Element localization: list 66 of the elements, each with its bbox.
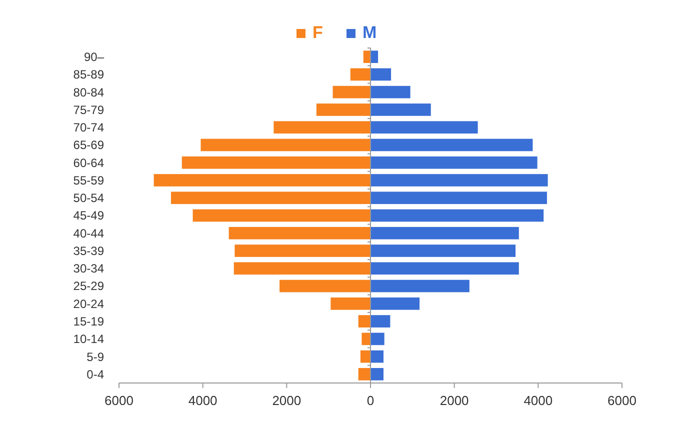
- y-tick-label: 10-14: [73, 332, 104, 346]
- x-tick-label: 4000: [524, 393, 553, 408]
- y-tick-label: 0-4: [86, 367, 104, 382]
- bar: [280, 280, 370, 292]
- bar: [154, 174, 370, 186]
- x-tick-label: 6000: [608, 393, 636, 408]
- bar: [370, 68, 392, 81]
- y-tick-label: 45-49: [73, 208, 104, 223]
- bar: [370, 297, 420, 310]
- bar: [370, 192, 547, 204]
- bar: [370, 174, 548, 186]
- bar: [182, 156, 370, 169]
- bar: [192, 209, 370, 222]
- bar: [370, 315, 390, 328]
- bar: [370, 121, 478, 134]
- y-tick-label: 55-59: [73, 173, 104, 188]
- bar: [370, 156, 538, 169]
- y-tick-label: 60-64: [73, 156, 104, 170]
- y-tick-label: 30-34: [73, 262, 104, 276]
- bar: [234, 244, 370, 257]
- x-tick-label: 4000: [188, 393, 218, 408]
- bar: [370, 368, 384, 380]
- x-tick-label: 0: [366, 393, 374, 408]
- y-tick-label: 85-89: [73, 68, 104, 82]
- y-tick-label: 25-29: [73, 279, 104, 294]
- bar: [200, 138, 370, 152]
- y-tick-label: 20-24: [73, 296, 104, 311]
- bar: [370, 332, 384, 346]
- y-tick-label: 70-74: [73, 120, 104, 135]
- x-tick-label: 6000: [104, 393, 134, 408]
- y-tick-label: 75-79: [73, 102, 104, 117]
- bar: [350, 68, 370, 81]
- y-tick-label: 40-44: [73, 226, 104, 240]
- bar: [370, 244, 516, 257]
- bar: [370, 104, 431, 116]
- bar: [370, 209, 544, 222]
- bar: [234, 262, 370, 275]
- bar: [358, 368, 370, 380]
- bar: [316, 104, 370, 116]
- bar: [330, 297, 370, 310]
- bar: [370, 280, 470, 292]
- y-tick-label: 90–: [84, 50, 104, 64]
- bar: [274, 121, 370, 134]
- x-tick-label: 2000: [272, 393, 302, 408]
- legend-label: M: [362, 23, 377, 42]
- bar: [370, 86, 410, 98]
- y-tick-label: 50-54: [73, 191, 104, 206]
- y-tick-label: 15-19: [73, 314, 104, 328]
- bar: [170, 192, 370, 204]
- bar: [362, 332, 370, 346]
- y-tick-label: 65-69: [73, 138, 104, 152]
- bar: [370, 138, 533, 152]
- y-tick-label: 5-9: [86, 350, 104, 364]
- bar: [370, 50, 378, 63]
- bar: [228, 226, 370, 240]
- y-tick-label: 35-39: [73, 244, 104, 258]
- x-tick-label: 2000: [440, 393, 469, 408]
- bar: [332, 86, 370, 98]
- bar: [370, 350, 384, 363]
- bar: [370, 262, 519, 275]
- bar: [360, 350, 370, 363]
- bar: [370, 226, 519, 240]
- bar: [363, 50, 370, 63]
- bar: [358, 315, 370, 328]
- legend-label: F: [312, 23, 323, 42]
- y-tick-label: 80-84: [73, 85, 104, 100]
